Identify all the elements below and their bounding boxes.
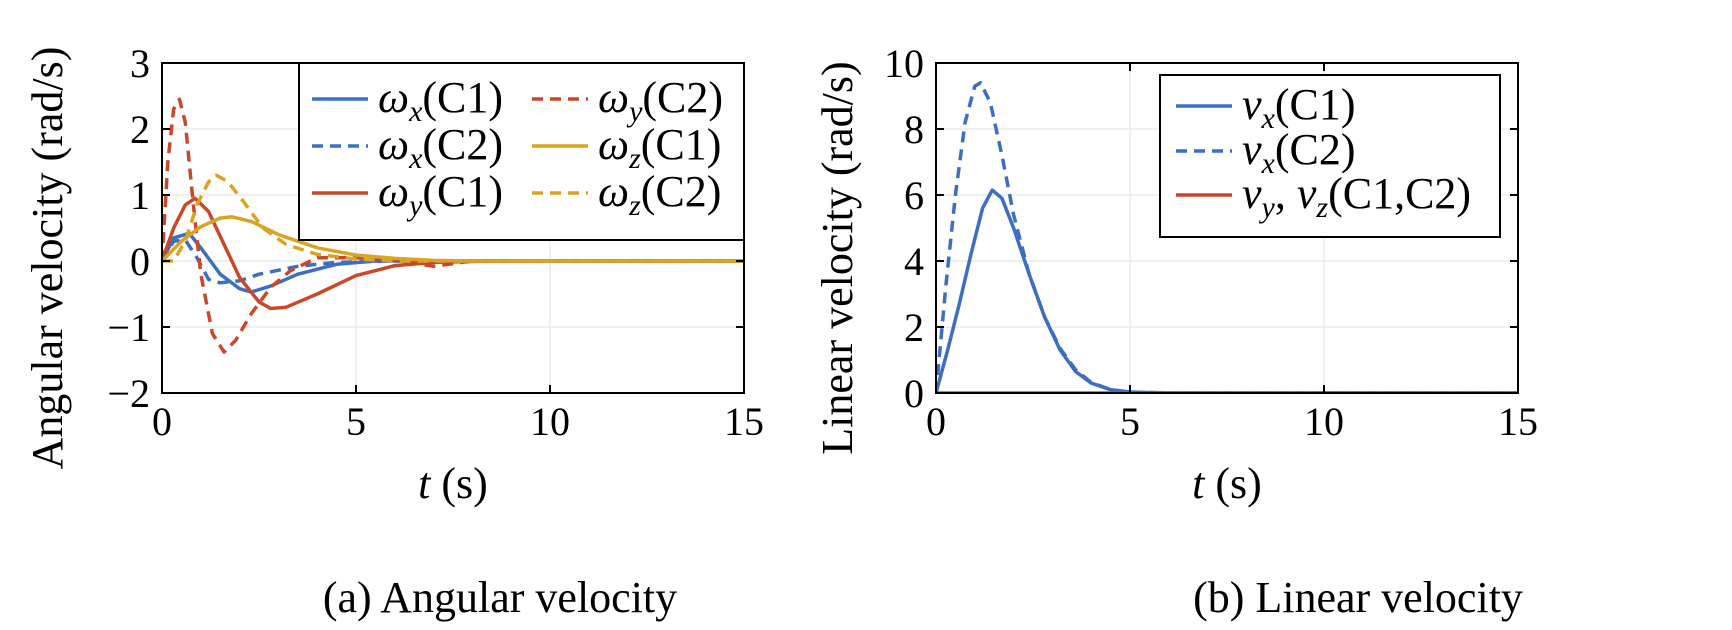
series-line-yellow-solid [162,215,744,263]
series-line-blue-dash [162,238,744,285]
x-tick-label: 0 [152,399,172,444]
y-tick-label: 3 [130,41,150,86]
legend-label: ωz(C2) [598,167,721,222]
x-tick-label: 5 [1120,399,1140,444]
caption-a: (a) Angular velocity [323,573,677,622]
legend: ωx(C1)ωx(C2)ωy(C1) ωy(C2)ωz(C1)ωz(C2) [298,62,745,241]
y-axis-label: Linear velocity (rad/s) [813,61,862,454]
legend-box [298,62,745,241]
legend: vx(C1)vx(C2)vy, vz(C1,C2) [1159,74,1501,238]
y-tick-label: 0 [130,239,150,284]
series-line-yellow-dash [162,173,744,263]
legend-label: ωx(C2) [378,120,503,175]
x-tick-label: 15 [1498,399,1538,444]
y-tick-label: −1 [107,305,150,350]
x-axis-label: t (s) [1192,459,1262,508]
caption-b: (b) Linear velocity [1193,573,1523,622]
plot-frame [935,62,1519,394]
y-tick-label: 6 [904,173,924,218]
x-tick-label: 10 [1304,399,1344,444]
y-tick-label: 4 [904,239,924,284]
legend-label: vx(C1) [1242,80,1356,135]
legend-label: vy, vz(C1,C2) [1242,169,1471,224]
y-tick-label: 2 [904,305,924,350]
y-tick-label: 2 [130,107,150,152]
y-tick-label: 1 [130,173,150,218]
legend-label: vx(C2) [1242,125,1356,180]
y-tick-label: 10 [884,41,924,86]
legend-label: ωx(C1) [378,73,503,128]
y-tick-label: 8 [904,107,924,152]
y-axis-label: Angular velocity (rad/s) [23,47,72,470]
chart-a: 0 5 10 15 −2 −1 0 1 2 3 t (s) Angular velocity (rad… [23,41,764,508]
series-line-blue-dash [936,81,1518,393]
chart-b: 0 5 10 15 0 2 4 6 8 10 t (s) Linear velocity (rad/s… [813,41,1538,508]
legend-label: ωy(C2) [598,73,723,128]
legend-box [1159,74,1501,238]
y-tick-label: −2 [107,371,150,416]
x-tick-label: 10 [530,399,570,444]
x-axis-label: t (s) [418,459,488,508]
legend-label: ωy(C1) [378,167,503,222]
x-tick-label: 0 [926,399,946,444]
x-tick-label: 5 [346,399,366,444]
x-tick-label: 15 [724,399,764,444]
y-tick-label: 0 [904,371,924,416]
legend-label: ωz(C1) [598,120,721,175]
